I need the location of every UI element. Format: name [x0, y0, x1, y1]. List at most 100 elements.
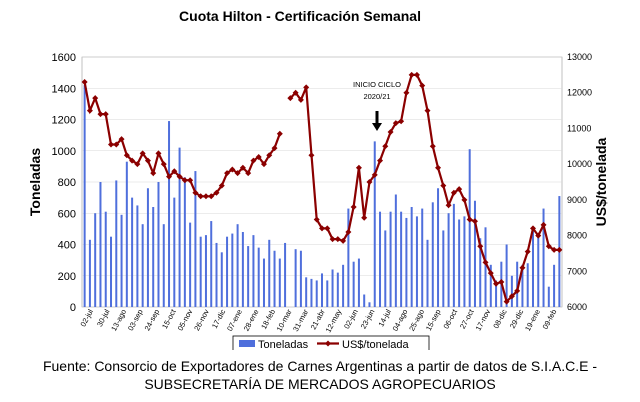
price-marker: [234, 170, 241, 177]
legend: Toneladas US$/tonelada: [232, 335, 430, 350]
bar: [405, 217, 408, 307]
bar: [410, 207, 413, 307]
price-marker: [387, 129, 394, 135]
x-tick-label: 31-mar: [291, 307, 310, 333]
price-marker: [498, 279, 505, 285]
bar: [199, 236, 202, 307]
bar: [236, 224, 239, 307]
bar: [83, 85, 86, 307]
bar: [320, 273, 324, 307]
x-tick-label: 13-ago: [109, 308, 128, 333]
price-marker: [192, 189, 199, 196]
bar: [394, 194, 397, 307]
bar: [252, 235, 255, 307]
bar: [531, 227, 534, 307]
price-marker: [197, 193, 204, 200]
bar: [521, 264, 524, 307]
price-marker: [340, 237, 347, 244]
cycle-annotation: INICIO CICLO 2020/21: [353, 80, 401, 131]
chart-title: Cuota Hilton - Certificación Semanal: [179, 8, 421, 24]
price-marker: [403, 89, 410, 96]
bar: [336, 272, 339, 307]
price-marker: [371, 171, 378, 178]
bar: [368, 302, 371, 307]
bar: [553, 264, 556, 307]
bar: [115, 180, 118, 307]
bar: [489, 264, 492, 307]
left-tick-label: 800: [58, 177, 76, 189]
gridlines: [82, 56, 562, 308]
bar: [463, 216, 466, 307]
x-tick-label: 17-nov: [474, 307, 493, 332]
price-marker: [255, 154, 262, 160]
bar: [120, 214, 123, 307]
price-marker: [524, 248, 531, 255]
bar: [157, 182, 160, 307]
price-marker: [477, 243, 484, 250]
bar: [357, 258, 360, 307]
bar: [347, 208, 350, 307]
price-marker: [303, 84, 310, 91]
price-marker: [514, 287, 521, 294]
bar: [110, 236, 113, 307]
price-marker: [445, 202, 452, 209]
bar: [268, 239, 271, 307]
bar: [421, 208, 424, 307]
bar: [389, 211, 392, 307]
bar: [452, 203, 455, 307]
bar: [299, 250, 302, 307]
bar: [94, 213, 97, 307]
bar: [226, 236, 229, 307]
price-marker: [245, 170, 252, 177]
bar: [379, 211, 382, 307]
x-tick-label: 15-sep: [424, 308, 443, 332]
bar: [426, 239, 429, 307]
price-marker: [377, 157, 384, 164]
price-marker: [213, 189, 220, 196]
bar: [437, 188, 440, 307]
x-tick-label: 30-jul: [95, 307, 112, 328]
price-marker: [218, 182, 225, 189]
price-marker: [424, 107, 431, 114]
price-marker: [487, 270, 494, 277]
bar: [273, 250, 276, 307]
price-marker: [392, 120, 399, 127]
right-axis-ticks: 6000 7000 8000 9000 10000 11000 12000 13000: [567, 52, 592, 312]
bar: [473, 200, 476, 307]
price-marker: [382, 143, 389, 150]
price-marker: [266, 152, 273, 159]
bar: [415, 216, 418, 307]
x-tick-label: 19-ene: [523, 308, 542, 333]
bar: [284, 242, 287, 307]
bar: [315, 280, 318, 307]
price-marker: [113, 141, 120, 148]
price-marker: [556, 246, 563, 253]
price-marker: [508, 293, 515, 300]
price-marker: [260, 161, 267, 168]
price-marker: [471, 218, 478, 225]
price-marker: [102, 111, 109, 118]
x-tick-label: 12-may: [324, 307, 344, 334]
bar: [516, 261, 519, 307]
x-tick-label: 02-jun: [342, 308, 360, 331]
price-marker: [139, 150, 146, 157]
price-marker: [461, 196, 468, 203]
price-marker: [155, 150, 162, 157]
price-marker: [324, 225, 331, 232]
bar: [363, 294, 366, 307]
x-tick-label: 24-sep: [143, 308, 162, 332]
price-marker: [313, 216, 320, 223]
bar: [547, 286, 550, 307]
left-tick-label: 400: [58, 240, 76, 252]
chart: 0 200 400 600 800 1000 1200 1400 1600 6000 7000 80…: [27, 52, 609, 350]
legend-label-bars: Toneladas: [258, 339, 309, 350]
annotation-line-1: INICIO CICLO: [353, 80, 401, 89]
price-marker: [287, 95, 294, 102]
price-marker: [97, 111, 104, 118]
bar: [294, 249, 297, 307]
bar: [342, 264, 345, 307]
price-marker: [92, 95, 99, 102]
price-marker: [366, 179, 373, 185]
right-tick-label: 7000: [567, 266, 587, 276]
bar: [542, 208, 545, 307]
